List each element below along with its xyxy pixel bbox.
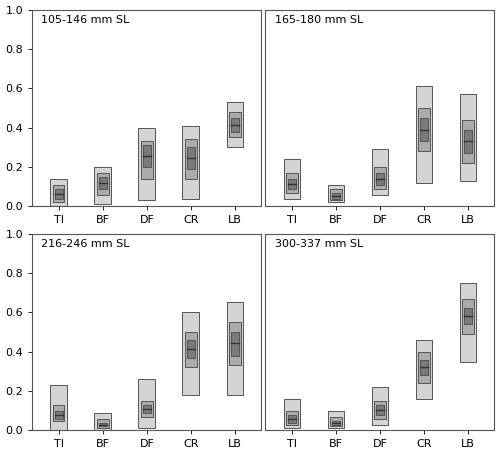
Bar [372,149,388,195]
Bar [376,405,384,415]
Bar [460,283,476,362]
Bar [464,130,472,153]
Bar [141,142,152,179]
Bar [185,140,196,179]
Bar [94,167,111,204]
Bar [420,118,428,142]
Bar [226,102,244,147]
Bar [460,94,476,181]
Bar [284,159,300,198]
Bar [229,322,240,365]
Bar [182,126,199,198]
Bar [97,419,108,429]
Bar [286,173,298,192]
Bar [420,359,428,375]
Bar [55,411,62,419]
Text: 105-146 mm SL: 105-146 mm SL [42,15,130,25]
Bar [226,303,244,395]
Bar [374,401,386,419]
Bar [99,177,106,189]
Bar [138,128,155,201]
Bar [55,189,62,198]
Bar [99,423,106,426]
Bar [182,312,199,395]
Text: 300-337 mm SL: 300-337 mm SL [274,239,363,249]
Text: 165-180 mm SL: 165-180 mm SL [274,15,363,25]
Bar [187,340,195,358]
Bar [185,332,196,368]
Bar [288,179,296,189]
Bar [53,185,64,202]
Bar [330,189,342,201]
Bar [141,401,152,417]
Bar [286,411,298,425]
Bar [372,387,388,425]
Bar [187,147,195,169]
Bar [462,120,473,163]
Bar [416,340,432,399]
Bar [374,167,386,189]
Bar [143,405,151,413]
Bar [229,112,240,137]
Bar [464,308,472,324]
Bar [94,413,111,430]
Bar [418,108,430,151]
Bar [328,411,344,429]
Bar [332,420,340,425]
Bar [332,192,340,198]
Bar [376,173,384,185]
Bar [138,379,155,429]
Bar [231,118,239,131]
Bar [53,405,64,420]
Bar [330,417,342,426]
Bar [416,86,432,183]
Bar [328,185,344,202]
Text: 216-246 mm SL: 216-246 mm SL [42,239,130,249]
Bar [288,415,296,423]
Bar [50,179,67,207]
Bar [231,332,239,356]
Bar [284,399,300,429]
Bar [462,298,473,334]
Bar [418,352,430,383]
Bar [143,145,151,167]
Bar [50,385,67,430]
Bar [97,173,108,195]
